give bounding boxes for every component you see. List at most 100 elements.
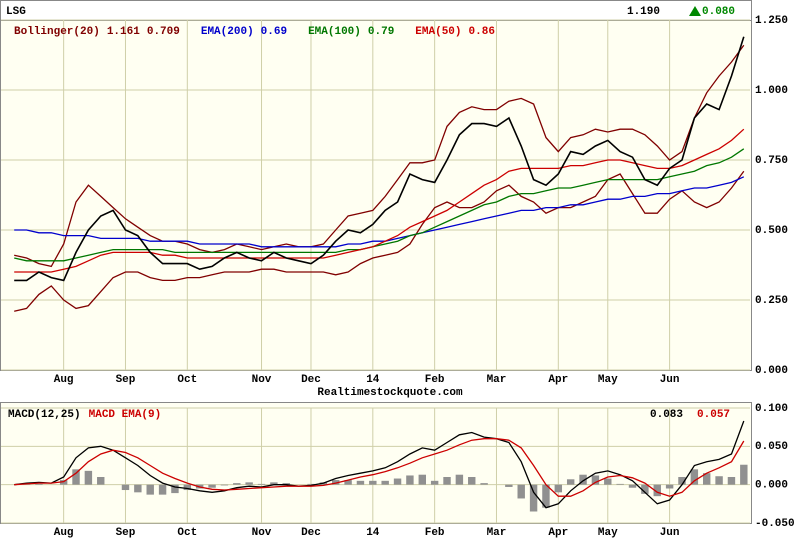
histogram-bar: [616, 483, 624, 485]
x-tick-label: Dec: [301, 374, 321, 386]
histogram-bar: [505, 484, 513, 487]
x-tick-label: May: [598, 527, 618, 539]
y-tick-label: 0.050: [755, 441, 788, 453]
x-tick-label: Dec: [301, 527, 321, 539]
ticker: LSG: [6, 6, 26, 18]
histogram-bar: [554, 484, 563, 493]
histogram-bar: [443, 477, 451, 485]
source: Realtimestockquote.com: [317, 387, 463, 399]
x-tick-label: 14: [366, 527, 380, 539]
histogram-bar: [282, 483, 290, 485]
y-tick-label: 0.100: [755, 403, 788, 415]
histogram-bar: [233, 483, 241, 485]
y-tick-label: -0.050: [755, 518, 795, 530]
last-price: 1.190: [627, 6, 660, 18]
histogram-bar: [579, 474, 587, 485]
y-tick-label: 1.250: [755, 15, 788, 27]
series-line: [14, 148, 745, 262]
x-tick-label: Sep: [116, 527, 136, 539]
x-tick-label: Feb: [425, 374, 445, 386]
x-tick-label: 14: [366, 374, 380, 386]
histogram-bar: [183, 484, 192, 491]
histogram-bar: [455, 474, 464, 485]
histogram-bar: [369, 480, 377, 485]
histogram-bar: [529, 484, 538, 512]
y-tick-label: 1.000: [755, 85, 788, 97]
histogram-bar: [468, 477, 476, 485]
histogram-bar: [480, 483, 488, 485]
series-line: [14, 128, 745, 273]
histogram-bar: [381, 480, 389, 485]
legend-label: EMA(200): [201, 26, 254, 38]
legend-label: EMA(50): [415, 26, 461, 38]
histogram-bar: [727, 477, 736, 485]
y-tick-label: 0.750: [755, 155, 788, 167]
price-change: 0.080: [702, 6, 735, 18]
histogram-bar: [703, 473, 711, 485]
histogram-bar: [393, 478, 402, 485]
legend-value: 0.083: [650, 409, 683, 421]
series-line: [14, 176, 745, 248]
legend-value: 0.69: [261, 26, 287, 38]
histogram-bar: [356, 480, 365, 485]
legend-value: 0.79: [368, 26, 394, 38]
histogram-bar: [740, 464, 748, 485]
histogram-bar: [171, 484, 179, 494]
x-tick-label: Mar: [487, 374, 507, 386]
histogram-bar: [591, 475, 600, 485]
legend-value: 0.86: [469, 26, 495, 38]
histogram-bar: [566, 479, 575, 485]
x-tick-label: Aug: [54, 527, 74, 539]
up-arrow: [689, 6, 701, 16]
histogram-bar: [641, 484, 649, 494]
legend-label: MACD EMA(9): [89, 409, 162, 421]
histogram-bar: [208, 484, 216, 488]
histogram-bar: [665, 484, 674, 489]
series-line: [14, 36, 745, 282]
histogram-bar: [158, 484, 167, 495]
legend-label: MACD(12,25): [8, 409, 81, 421]
y-tick-label: 0.250: [755, 295, 788, 307]
histogram-bar: [604, 478, 612, 485]
histogram-bar: [653, 484, 661, 497]
histogram-bar: [257, 483, 266, 485]
y-tick-label: 0.500: [755, 225, 788, 237]
x-tick-label: Mar: [487, 527, 507, 539]
histogram-bar: [97, 477, 105, 485]
y-tick-label: 0.000: [755, 365, 788, 377]
histogram-bar: [406, 475, 414, 485]
x-tick-label: Jun: [660, 374, 680, 386]
histogram-bar: [307, 483, 315, 485]
histogram-bar: [690, 469, 699, 485]
x-tick-label: Oct: [177, 374, 197, 386]
x-tick-label: Feb: [425, 527, 445, 539]
x-tick-label: Oct: [177, 527, 197, 539]
legend-label: EMA(100): [308, 26, 361, 38]
legend-label: Bollinger(20): [14, 26, 100, 38]
histogram-bar: [35, 483, 43, 485]
legend-value: 1.161: [107, 26, 140, 38]
x-tick-label: Nov: [252, 527, 272, 539]
histogram-bar: [245, 482, 253, 485]
histogram-bar: [146, 484, 154, 495]
x-tick-label: May: [598, 374, 618, 386]
y-tick-label: 0.000: [755, 480, 788, 492]
histogram-bar: [72, 469, 80, 485]
series-line: [14, 44, 745, 268]
histogram-bar: [84, 470, 93, 485]
price-panel: [0, 20, 752, 371]
histogram-bar: [430, 480, 439, 485]
x-tick-label: Jun: [660, 527, 680, 539]
histogram-bar: [121, 484, 130, 491]
histogram-bar: [59, 480, 68, 485]
series-line: [14, 438, 745, 497]
legend-value: 0.709: [147, 26, 180, 38]
x-tick-label: Nov: [252, 374, 272, 386]
x-tick-label: Sep: [116, 374, 136, 386]
histogram-bar: [517, 484, 525, 499]
x-tick-label: Apr: [548, 527, 568, 539]
x-tick-label: Apr: [548, 374, 568, 386]
histogram-bar: [134, 484, 142, 493]
histogram-bar: [220, 484, 229, 486]
